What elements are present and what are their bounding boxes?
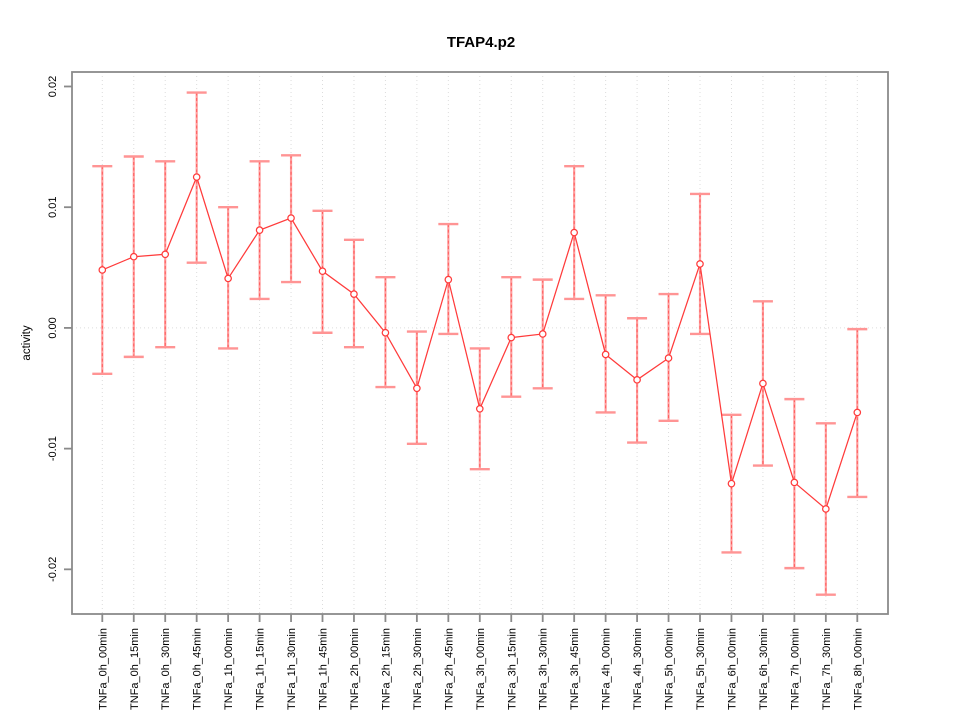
data-point [790, 478, 799, 487]
data-point [255, 226, 264, 234]
data-point [727, 479, 736, 488]
data-point [696, 260, 704, 268]
x-tick-label: TNFa_7h_00min [789, 628, 801, 710]
x-tick-label: TNFa_0h_45min [192, 628, 204, 710]
data-point [350, 290, 358, 298]
data-point [287, 214, 295, 222]
x-tick-label: TNFa_4h_30min [632, 628, 644, 710]
x-tick-label: TNFa_2h_00min [349, 628, 361, 710]
x-tick-label: TNFa_8h_00min [852, 628, 864, 710]
x-tick-label: TNFa_2h_30min [412, 628, 424, 710]
data-point [570, 228, 578, 237]
data-point [475, 404, 484, 413]
x-tick-label: TNFa_3h_45min [569, 628, 581, 710]
data-layer [92, 91, 868, 596]
x-tick-label: TNFa_2h_45min [443, 628, 455, 710]
data-point [601, 350, 610, 359]
y-tick-label: 0.01 [47, 196, 59, 217]
x-tick-label: TNFa_4h_00min [601, 628, 613, 710]
data-point [538, 330, 547, 338]
data-point [129, 252, 138, 261]
x-tick-label: TNFa_3h_15min [506, 628, 518, 710]
x-tick-label: TNFa_1h_30min [286, 628, 298, 710]
data-point [664, 354, 673, 362]
x-tick-label: TNFa_5h_30min [695, 628, 707, 710]
x-tick-label: TNFa_6h_00min [726, 628, 738, 710]
x-tick-label: TNFa_3h_00min [475, 628, 487, 710]
data-point [444, 275, 453, 284]
x-tick-label: TNFa_7h_30min [821, 628, 833, 710]
y-axis-label: activity [21, 325, 33, 360]
chart-title: TFAP4.p2 [447, 34, 515, 51]
x-tick-label: TNFa_3h_30min [538, 628, 550, 710]
data-point [633, 375, 641, 384]
y-tick-label: -0.02 [47, 557, 59, 582]
y-tick-label: 0.02 [47, 76, 59, 97]
x-tick-label: TNFa_0h_30min [160, 628, 172, 710]
data-point [381, 328, 390, 337]
data-point [853, 408, 862, 417]
x-tick-label: TNFa_2h_15min [380, 628, 392, 710]
data-point [822, 505, 830, 513]
x-tick-label: TNFa_1h_45min [318, 628, 330, 710]
y-tick-label: 0.00 [47, 317, 59, 338]
data-point [318, 267, 327, 276]
data-point [192, 173, 201, 181]
data-point [759, 379, 767, 388]
x-tick-label: TNFa_0h_00min [97, 628, 109, 710]
data-point [161, 250, 170, 259]
x-tick-label: TNFa_1h_00min [223, 628, 235, 710]
data-point [507, 333, 516, 342]
x-tick-label: TNFa_5h_00min [664, 628, 676, 710]
x-tick-label: TNFa_6h_30min [758, 628, 770, 710]
data-point [413, 384, 421, 393]
y-tick-label: -0.01 [47, 436, 59, 461]
grid-layer [72, 72, 888, 614]
x-tick-label: TNFa_1h_15min [255, 628, 267, 710]
x-tick-label: TNFa_0h_15min [129, 628, 141, 710]
axis-layer: 0.02 0.01 0.00 -0.01 -0.02 TNFa_0h_00min TNFa_… [47, 71, 889, 710]
data-point [224, 274, 232, 283]
data-point [98, 266, 107, 274]
